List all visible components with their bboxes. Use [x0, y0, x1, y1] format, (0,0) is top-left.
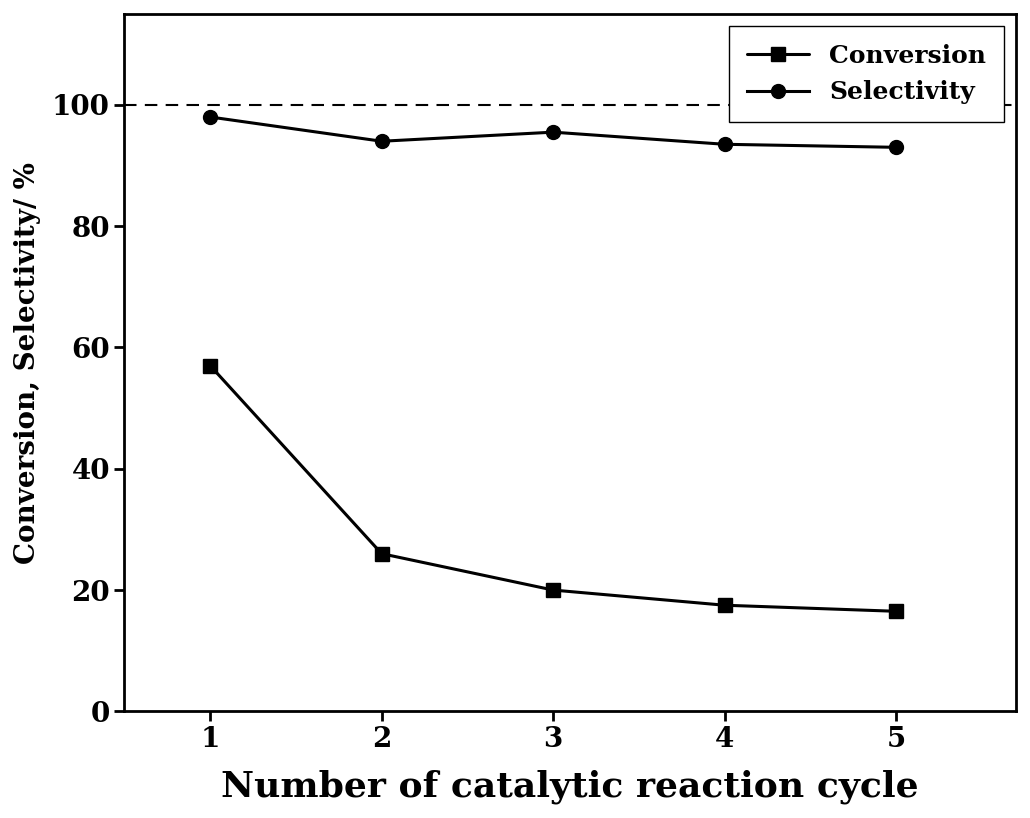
Conversion — [376, 549, 388, 559]
X-axis label: Number of catalytic reaction cycle: Number of catalytic reaction cycle — [221, 770, 919, 804]
Conversion — [547, 585, 559, 595]
Conversion — [890, 606, 902, 616]
Selectivity — [547, 128, 559, 137]
Line: Conversion: Conversion — [203, 359, 903, 618]
Conversion — [204, 361, 216, 371]
Conversion — [719, 600, 731, 610]
Y-axis label: Conversion, Selectivity/ %: Conversion, Selectivity/ % — [13, 162, 41, 564]
Selectivity — [204, 112, 216, 122]
Legend: Conversion, Selectivity: Conversion, Selectivity — [729, 26, 1003, 122]
Line: Selectivity: Selectivity — [203, 110, 903, 155]
Selectivity — [376, 137, 388, 146]
Selectivity — [719, 139, 731, 149]
Selectivity — [890, 142, 902, 152]
